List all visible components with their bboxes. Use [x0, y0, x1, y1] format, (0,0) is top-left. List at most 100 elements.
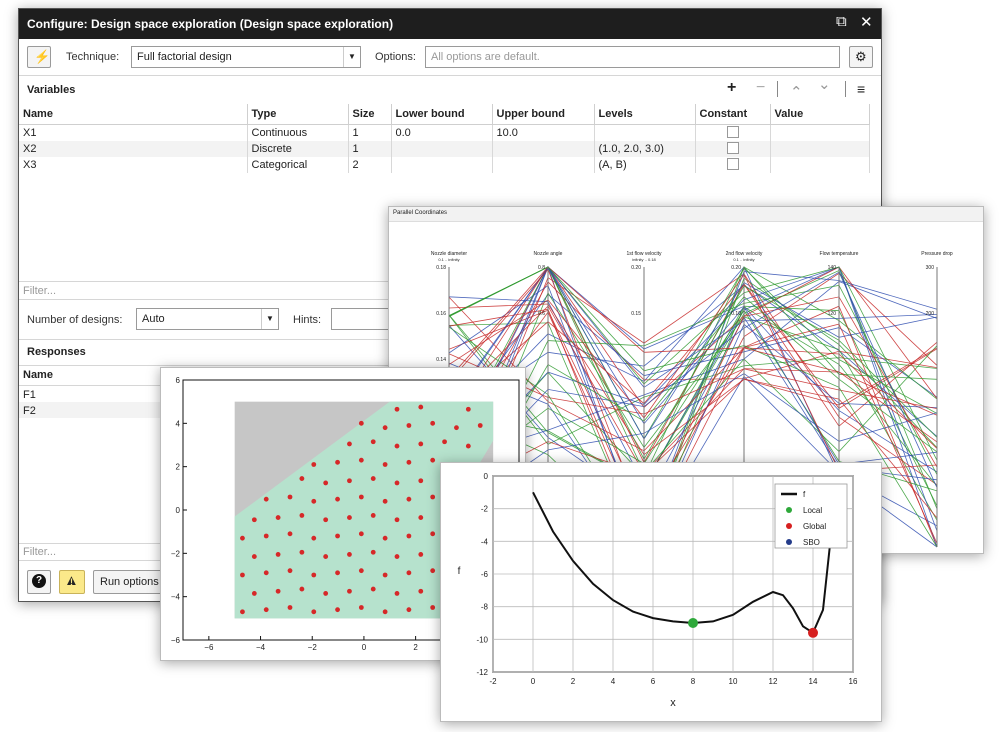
menu-icon[interactable]: ≡	[857, 81, 866, 97]
sample-point	[358, 457, 364, 463]
chevron-down-icon: ▼	[343, 47, 360, 67]
parallel-line	[448, 292, 938, 536]
table-cell-constant	[695, 141, 771, 157]
column-header[interactable]: Constant	[695, 104, 771, 125]
close-icon[interactable]: ✕	[860, 14, 873, 31]
move-up-icon[interactable]: ⌃	[790, 84, 803, 101]
column-header[interactable]: Levels	[594, 104, 696, 125]
remove-icon[interactable]: −	[756, 79, 766, 96]
table-row[interactable]: X1 Continuous 1 0.0 10.0	[19, 124, 870, 141]
parallel-axis-range: infinity .. 0.18	[632, 257, 656, 262]
sample-point	[430, 457, 436, 463]
column-header[interactable]: Value	[770, 104, 870, 125]
constant-checkbox[interactable]	[726, 141, 739, 154]
x-tick-label: 14	[809, 677, 818, 686]
table-cell-value[interactable]	[770, 141, 870, 157]
sample-point	[394, 517, 400, 523]
parallel-tick-label: 0.10	[731, 311, 741, 317]
variables-filter-input[interactable]: Filter...	[23, 285, 57, 297]
table-row[interactable]: X3 Categorical 2 (A, B)	[19, 157, 870, 173]
help-icon: ?	[32, 574, 46, 588]
parallel-line	[448, 268, 938, 523]
table-cell-type: Discrete	[247, 141, 349, 157]
response-row[interactable]: F1	[23, 389, 36, 401]
toolbar-separator	[777, 81, 778, 97]
responses-filter-input[interactable]: Filter...	[23, 546, 57, 558]
x-tick-label: 4	[611, 677, 616, 686]
sample-point	[275, 588, 281, 594]
constant-checkbox[interactable]	[726, 125, 739, 138]
sample-point	[382, 498, 388, 504]
feasible-region	[234, 401, 494, 619]
x-tick-label: -2	[489, 677, 497, 686]
sample-point	[418, 404, 424, 410]
number-of-designs-select[interactable]: Auto ▼	[136, 308, 279, 330]
parallel-line	[448, 266, 938, 449]
constant-checkbox[interactable]	[726, 157, 739, 170]
add-icon[interactable]: +	[727, 79, 737, 96]
sample-point	[370, 476, 376, 481]
settings-button[interactable]: ⚙	[849, 46, 873, 68]
sample-point	[311, 498, 317, 504]
sample-point	[311, 572, 317, 578]
move-down-icon[interactable]: ⌄	[818, 76, 831, 93]
y-tick-label: −4	[171, 593, 181, 602]
y-tick-label: 0	[484, 472, 489, 481]
sample-point	[323, 480, 329, 486]
sample-point	[347, 441, 352, 447]
legend-label: f	[803, 490, 806, 499]
x-axis-label: x	[670, 697, 676, 709]
column-header[interactable]: Type	[247, 104, 349, 125]
parallel-tick-label: 0.16	[436, 311, 446, 317]
sample-point	[263, 607, 269, 613]
parallel-line	[448, 296, 938, 544]
sample-point	[311, 535, 317, 541]
sample-point	[418, 552, 424, 557]
column-header[interactable]: Name	[19, 104, 248, 125]
warning-button[interactable]: ▲ !	[59, 570, 85, 594]
table-cell-value[interactable]	[770, 157, 870, 173]
sample-point	[358, 494, 364, 500]
sample-point	[430, 568, 436, 574]
marker-local	[688, 618, 698, 628]
sample-point	[287, 494, 293, 500]
chevron-down-icon: ▼	[261, 309, 278, 329]
sample-point	[406, 607, 412, 613]
sample-point	[465, 443, 471, 449]
hints-label: Hints:	[293, 314, 322, 326]
table-row[interactable]: X2 Discrete 1 (1.0, 2.0, 3.0)	[19, 141, 870, 157]
sample-point	[382, 609, 388, 615]
parallel-line	[448, 308, 938, 547]
column-header[interactable]: Lower bound	[391, 104, 493, 125]
run-button[interactable]: ⚡	[27, 46, 51, 68]
parallel-tick-label: 0.18	[436, 265, 446, 271]
sample-point	[323, 554, 329, 559]
table-cell-name: X1	[19, 124, 248, 141]
help-button[interactable]: ?	[27, 570, 51, 594]
column-header[interactable]: Size	[348, 104, 392, 125]
restore-icon[interactable]: ⧉	[836, 13, 847, 30]
sample-point	[287, 605, 293, 610]
table-cell-levels: (1.0, 2.0, 3.0)	[594, 141, 696, 157]
sample-point	[275, 552, 281, 557]
x-tick-label: 16	[849, 677, 858, 686]
sample-point	[394, 480, 400, 486]
options-input[interactable]: All options are default.	[425, 46, 840, 68]
table-cell-value[interactable]	[770, 124, 870, 141]
y-axis-label: f	[458, 566, 461, 577]
technique-select[interactable]: Full factorial design ▼	[131, 46, 361, 68]
sample-point	[251, 517, 257, 523]
sample-point	[323, 517, 329, 523]
responses-name-header: Name	[23, 369, 53, 381]
sample-point	[406, 570, 412, 576]
response-row[interactable]: F2	[23, 405, 36, 417]
sample-point	[335, 533, 340, 539]
sample-point	[442, 439, 447, 445]
x-tick-label: −4	[256, 643, 266, 652]
variables-table: Name Type Size Lower bound Upper bound Levels…	[19, 104, 870, 173]
column-header[interactable]: Upper bound	[492, 104, 595, 125]
parallel-line	[448, 303, 938, 456]
x-tick-label: −2	[308, 643, 318, 652]
gear-icon: ⚙	[855, 49, 867, 64]
